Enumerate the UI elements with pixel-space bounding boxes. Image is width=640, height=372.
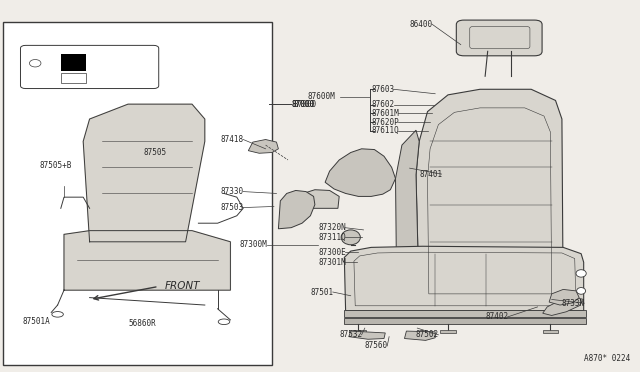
Text: 86400: 86400 [410,20,433,29]
Bar [351,330,366,333]
Text: 87311Q: 87311Q [318,233,346,242]
Text: 87300M: 87300M [240,240,268,249]
Ellipse shape [576,270,586,277]
Bar [61,73,86,83]
Polygon shape [396,130,419,303]
Text: FRONT: FRONT [165,282,200,291]
Text: 56860R: 56860R [128,319,156,328]
Text: 87603: 87603 [371,85,394,94]
Bar [3,22,272,365]
Text: 87602: 87602 [371,100,394,109]
Polygon shape [549,289,579,305]
Text: 87000: 87000 [291,100,314,109]
Bar [61,54,86,71]
Polygon shape [416,89,563,303]
Text: 87503: 87503 [221,203,244,212]
Polygon shape [83,104,205,242]
Polygon shape [278,190,315,229]
Bar [344,318,586,324]
Text: 87611Q: 87611Q [371,126,399,135]
Polygon shape [404,331,435,340]
Text: 87301M: 87301M [318,258,346,267]
Ellipse shape [52,312,63,317]
Text: A870* 0224: A870* 0224 [584,354,630,363]
Text: 87502: 87502 [416,330,439,339]
Text: 87501A: 87501A [22,317,50,326]
Text: 87401: 87401 [419,170,442,179]
Text: 87501: 87501 [310,288,333,296]
Text: 8733N: 8733N [562,299,585,308]
Text: 87601M: 87601M [371,109,399,118]
Text: 87320N: 87320N [318,223,346,232]
Ellipse shape [577,288,586,294]
Polygon shape [543,298,584,315]
Polygon shape [325,149,396,196]
Polygon shape [64,231,230,290]
Text: 87532: 87532 [339,330,362,339]
Text: 87402: 87402 [485,312,508,321]
Polygon shape [298,190,339,208]
Text: 87560: 87560 [365,341,388,350]
FancyBboxPatch shape [20,45,159,89]
Text: 87620P: 87620P [371,118,399,126]
Text: 87330: 87330 [221,187,244,196]
Polygon shape [349,331,385,339]
Text: 87300E: 87300E [318,248,346,257]
Bar [344,310,586,317]
Polygon shape [344,246,584,311]
Bar [543,330,558,333]
Text: 87505+B: 87505+B [40,161,72,170]
FancyBboxPatch shape [456,20,542,56]
Text: 87505: 87505 [144,148,167,157]
Text: 87000: 87000 [293,100,316,109]
Ellipse shape [218,319,230,324]
Text: 87000: 87000 [291,100,314,109]
Text: 87600M: 87600M [307,92,335,101]
Ellipse shape [29,60,41,67]
Polygon shape [248,140,278,153]
Bar [440,330,456,333]
Ellipse shape [341,230,360,245]
Text: 87418: 87418 [221,135,244,144]
